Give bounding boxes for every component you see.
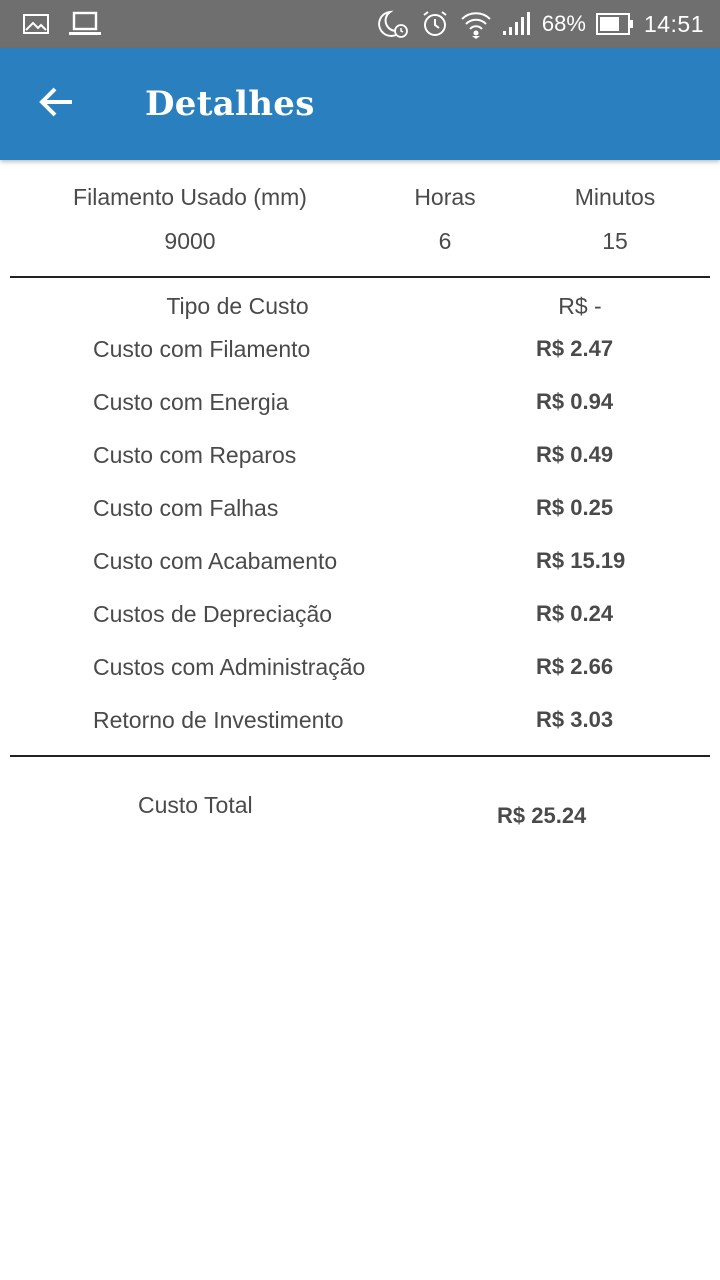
battery-icon (595, 12, 634, 36)
cost-value: R$ 15.19 (536, 548, 626, 573)
signal-icon (502, 11, 532, 37)
minutes-label: Minutos (574, 184, 656, 210)
cost-label: Custo com Falhas (93, 495, 279, 521)
filament-label: Filamento Usado (mm) (73, 184, 307, 210)
divider (10, 755, 710, 757)
divider (10, 276, 710, 278)
cost-value-header: R$ - (558, 293, 602, 319)
total-cost-value: R$ 25.24 (497, 803, 587, 828)
cost-row-administracao: Custos com Administração R$ 2.66 (0, 654, 720, 694)
cost-row-depreciacao: Custos de Depreciação R$ 0.24 (0, 601, 720, 641)
hours-label: Horas (414, 184, 476, 210)
cost-row-filamento: Custo com Filamento R$ 2.47 (0, 336, 720, 376)
cost-label: Custos com Administração (93, 654, 366, 680)
hours-value: 6 (438, 228, 452, 254)
cost-label: Retorno de Investimento (93, 707, 344, 733)
wifi-icon (460, 9, 492, 39)
cost-row-reparos: Custo com Reparos R$ 0.49 (0, 442, 720, 482)
laptop-icon (68, 11, 102, 37)
app-bar: Detalhes (0, 48, 720, 160)
cost-label: Custo com Filamento (93, 336, 311, 362)
cost-row-falhas: Custo com Falhas R$ 0.25 (0, 495, 720, 535)
minutes-value: 15 (602, 228, 628, 254)
cost-value: R$ 3.03 (536, 707, 614, 732)
cost-label: Custo com Reparos (93, 442, 297, 468)
status-bar-time: 14:51 (643, 10, 704, 37)
cost-label: Custo com Acabamento (93, 548, 338, 574)
cost-value: R$ 0.94 (536, 389, 614, 414)
back-button[interactable] (28, 76, 84, 132)
total-cost-label: Custo Total (138, 792, 253, 818)
status-bar-system: 68% 14:51 (376, 8, 704, 40)
do-not-disturb-alarm-icon (376, 9, 410, 39)
cost-value: R$ 2.47 (536, 336, 614, 361)
filament-value: 9000 (164, 228, 216, 254)
cost-row-retorno: Retorno de Investimento R$ 3.03 (0, 707, 720, 747)
status-bar: 68% 14:51 (0, 0, 720, 48)
cost-label: Custos de Depreciação (93, 601, 333, 627)
cost-value: R$ 0.49 (536, 442, 614, 467)
alarm-icon (420, 9, 450, 39)
cost-row-acabamento: Custo com Acabamento R$ 15.19 (0, 548, 720, 588)
arrow-left-icon (38, 86, 74, 123)
cost-value: R$ 0.24 (536, 601, 614, 626)
cost-type-header: Tipo de Custo (166, 293, 309, 319)
page-title: Detalhes (145, 84, 315, 124)
cost-row-energia: Custo com Energia R$ 0.94 (0, 389, 720, 429)
status-bar-notifications (22, 10, 102, 38)
cost-label: Custo com Energia (93, 389, 289, 415)
cost-value: R$ 2.66 (536, 654, 614, 679)
battery-percent: 68% (541, 11, 586, 36)
gallery-icon (22, 12, 50, 36)
cost-value: R$ 0.25 (536, 495, 614, 520)
